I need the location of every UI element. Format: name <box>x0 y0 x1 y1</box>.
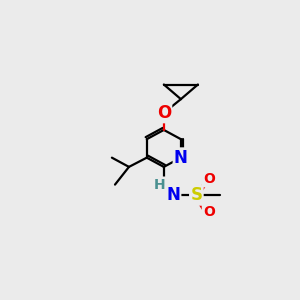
Text: N: N <box>174 149 188 167</box>
Text: O: O <box>203 205 215 219</box>
Text: N: N <box>166 186 180 204</box>
Text: O: O <box>157 104 171 122</box>
Text: H: H <box>153 178 165 192</box>
Text: O: O <box>203 172 215 186</box>
Text: S: S <box>190 186 202 204</box>
